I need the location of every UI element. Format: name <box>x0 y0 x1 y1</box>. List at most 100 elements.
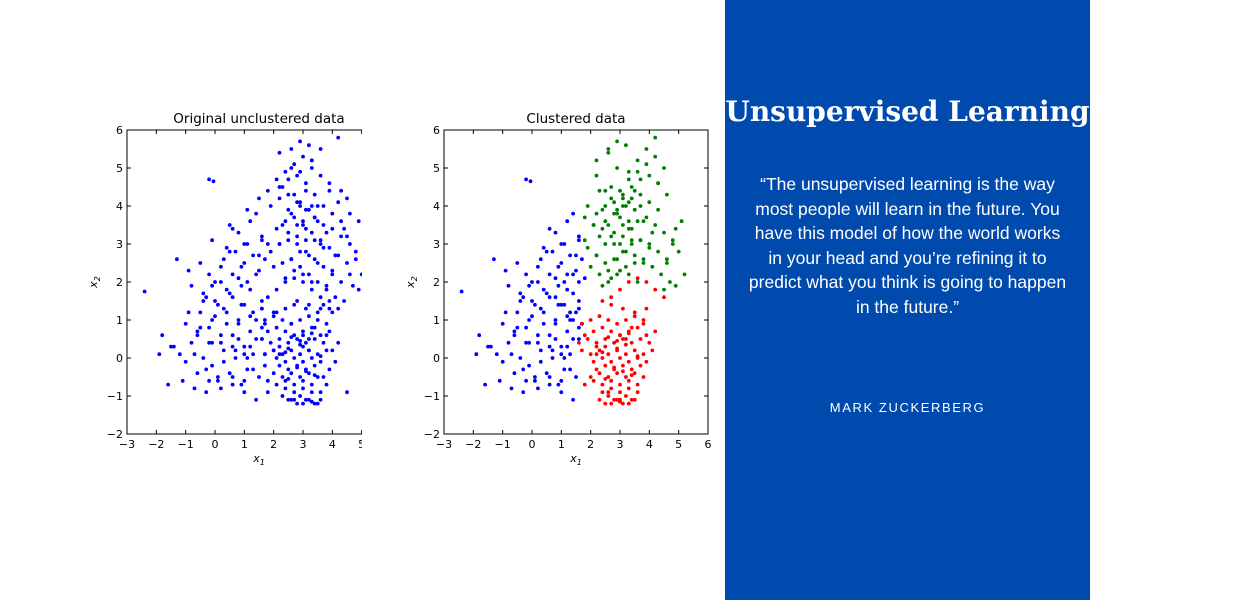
data-point <box>632 188 637 193</box>
data-point <box>301 154 305 159</box>
data-point <box>295 242 299 246</box>
data-point <box>312 363 317 368</box>
data-point <box>624 337 628 341</box>
data-point <box>609 295 614 300</box>
data-point <box>309 204 314 208</box>
data-point <box>615 211 619 216</box>
data-point <box>312 337 317 341</box>
data-point <box>277 337 282 341</box>
data-point <box>280 394 285 398</box>
data-point <box>315 261 320 265</box>
data-point <box>647 242 652 246</box>
data-point <box>263 318 267 322</box>
data-point <box>289 335 294 339</box>
data-point <box>547 333 552 338</box>
data-point <box>339 188 343 193</box>
data-point <box>292 382 297 387</box>
data-point <box>230 375 235 379</box>
x-tick-label: 6 <box>705 438 712 451</box>
data-point <box>304 226 308 231</box>
data-point <box>289 321 294 326</box>
x-tick-label: −3 <box>119 438 135 451</box>
data-point <box>304 181 308 186</box>
data-point <box>512 371 517 376</box>
data-point <box>307 143 311 148</box>
data-point <box>254 211 258 216</box>
y-tick-label: −1 <box>107 390 123 403</box>
data-point <box>662 295 666 300</box>
data-point <box>307 253 311 258</box>
x-tick-label: −1 <box>495 438 511 451</box>
data-point <box>345 390 349 395</box>
data-point <box>568 318 572 322</box>
data-point <box>286 230 291 235</box>
data-point <box>556 382 561 387</box>
data-point <box>330 310 335 315</box>
data-point <box>668 280 672 284</box>
data-point <box>524 325 528 330</box>
data-point <box>606 394 611 398</box>
data-point <box>321 245 326 250</box>
data-point <box>647 245 652 250</box>
data-point <box>348 272 352 277</box>
data-point <box>301 329 305 334</box>
data-point <box>283 280 288 284</box>
data-point <box>644 333 649 338</box>
data-point <box>210 238 215 243</box>
y-tick-label: −2 <box>107 428 123 441</box>
data-point <box>359 272 362 277</box>
data-point <box>260 238 264 243</box>
data-point <box>254 337 258 341</box>
data-point <box>609 234 614 239</box>
data-point <box>298 318 302 322</box>
data-point <box>665 192 669 197</box>
data-point <box>577 299 581 303</box>
data-point <box>591 329 596 334</box>
data-point <box>653 287 658 292</box>
data-point <box>621 249 625 254</box>
data-point <box>227 371 232 376</box>
data-point <box>277 185 282 189</box>
data-point <box>536 340 540 345</box>
data-point <box>268 249 273 254</box>
data-point <box>333 295 338 300</box>
data-point <box>224 245 229 250</box>
data-point <box>615 257 619 262</box>
data-point <box>227 223 232 227</box>
y-tick-label: 4 <box>116 200 123 213</box>
data-point <box>210 363 215 368</box>
data-point <box>538 359 543 364</box>
data-point <box>233 249 238 254</box>
data-point <box>230 272 235 277</box>
data-point <box>292 390 297 395</box>
data-point <box>647 200 652 205</box>
data-point <box>647 173 652 178</box>
data-point <box>315 219 320 224</box>
data-point <box>268 340 273 345</box>
data-point <box>301 344 305 349</box>
data-point <box>251 310 256 315</box>
data-point <box>603 219 608 224</box>
data-point <box>307 302 311 307</box>
data-point <box>629 373 634 377</box>
data-point <box>274 310 279 315</box>
data-point <box>641 261 646 265</box>
data-point <box>624 375 628 379</box>
data-point <box>318 333 323 338</box>
data-point <box>277 363 282 368</box>
data-point <box>233 356 238 360</box>
data-point <box>632 348 637 353</box>
data-point <box>213 314 217 319</box>
data-point <box>615 346 619 351</box>
data-point <box>500 359 505 364</box>
data-point <box>265 390 270 395</box>
data-point <box>547 226 552 231</box>
data-point <box>298 249 302 254</box>
data-point <box>559 352 564 357</box>
data-point <box>295 223 299 227</box>
data-point <box>336 253 341 258</box>
data-point <box>324 287 329 292</box>
data-point <box>626 200 631 205</box>
data-point <box>309 158 314 163</box>
data-point <box>518 291 523 296</box>
